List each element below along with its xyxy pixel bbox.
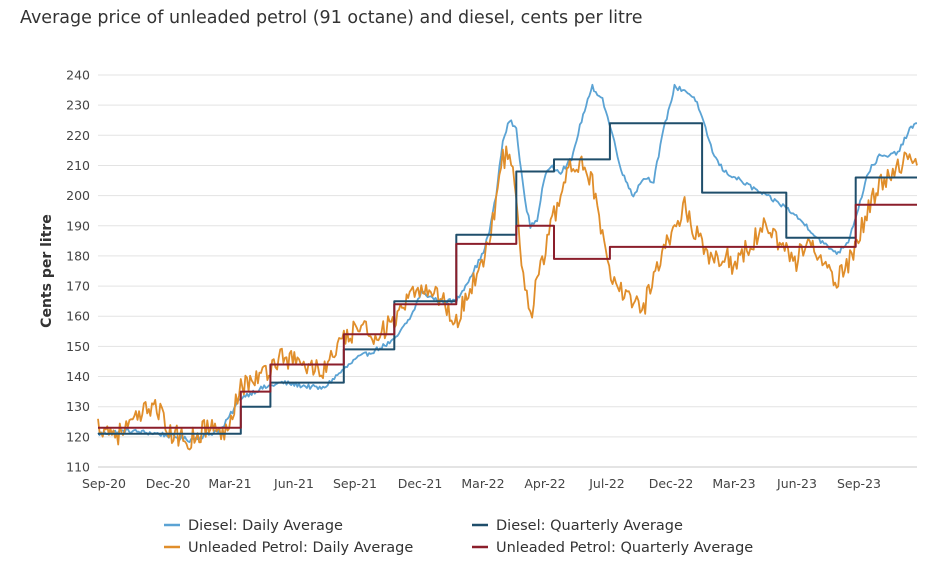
y-tick-label: 170 [66,279,90,294]
diesel-daily-line [97,83,918,443]
legend-label: Unleaded Petrol: Daily Average [188,540,413,556]
y-tick-label: 160 [66,309,90,324]
legend-label: Diesel: Quarterly Average [496,518,683,534]
x-tick-label: Sep-23 [837,476,881,491]
grid-layer [98,74,917,468]
y-tick-label: 230 [66,98,90,113]
legend-label: Unleaded Petrol: Quarterly Average [496,540,753,556]
legend-layer: Diesel: Daily Average Diesel: Quarterly A… [164,518,753,556]
x-tick-label: Mar-22 [461,476,504,491]
y-tick-label: 240 [66,68,90,83]
series-layer [97,83,918,451]
y-tick-label: 180 [66,248,90,263]
y-tick-label: 190 [66,218,90,233]
x-tick-label: Apr-22 [524,476,565,491]
x-tick-label: Dec-20 [146,476,191,491]
y-tick-label: 120 [66,429,90,444]
x-tick-label: Jun-23 [776,476,817,491]
x-tick-label: Jun-21 [273,476,314,491]
axis-layer: 110 120 130 140 150 160 170 180 190 200 210 220 230 2… [39,68,917,491]
x-tick-label: Jul-22 [588,476,625,491]
y-axis-title: Cents per litre [39,214,55,328]
y-tick-label: 210 [66,158,90,173]
legend-diesel-quarterly[interactable]: Diesel: Quarterly Average [472,518,683,534]
chart-title: Average price of unleaded petrol (91 oct… [20,8,643,28]
y-tick-label: 110 [66,460,90,475]
petrol-daily-line [97,145,918,451]
legend-label: Diesel: Daily Average [188,518,343,534]
petrol-quarterly-line [98,203,917,429]
y-tick-label: 140 [66,369,90,384]
x-tick-label: Mar-21 [208,476,251,491]
y-tick-label: 130 [66,399,90,414]
x-tick-label: Sep-21 [333,476,377,491]
legend-petrol-quarterly[interactable]: Unleaded Petrol: Quarterly Average [472,540,753,556]
y-tick-label: 200 [66,188,90,203]
legend-diesel-daily[interactable]: Diesel: Daily Average [164,518,343,534]
x-tick-label: Dec-21 [398,476,443,491]
y-tick-label: 150 [66,339,90,354]
y-tick-label: 220 [66,128,90,143]
diesel-quarterly-line [98,122,917,435]
x-tick-label: Sep-20 [82,476,126,491]
legend-petrol-daily[interactable]: Unleaded Petrol: Daily Average [164,540,413,556]
x-tick-label: Dec-22 [649,476,694,491]
x-tick-label: Mar-23 [712,476,755,491]
